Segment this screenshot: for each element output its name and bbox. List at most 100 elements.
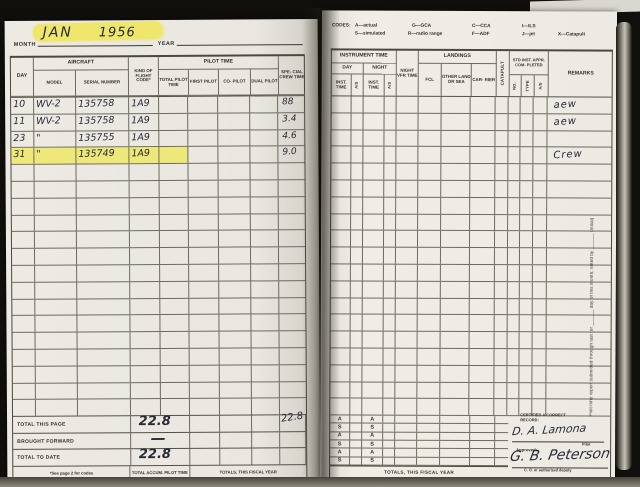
instrument-entry-cell: [508, 181, 521, 198]
instrument-entry-cell: [439, 399, 470, 416]
instrument-entry-cell: [383, 365, 396, 382]
flight-entry-cell: [219, 348, 252, 365]
as-total-cell: [417, 432, 441, 440]
instrument-entry-cell: [395, 281, 418, 298]
as-total-cell: S: [362, 423, 384, 432]
instrument-entry-cell: [440, 348, 471, 365]
instrument-entry-cell: [469, 399, 495, 416]
instrument-entry-cell: [547, 265, 611, 281]
flight-log-totals: TOTAL THIS PAGE 22.8 22.8 BROUGHT FORWAR…: [13, 411, 307, 467]
flight-entry-cell: [12, 366, 36, 383]
total-this-page-value: 22.8: [138, 414, 171, 430]
printed-as-letter: A: [370, 416, 375, 423]
instrument-entry-cell: [330, 314, 351, 331]
instrument-entry-cell: [351, 130, 364, 146]
flight-entry-cell: [190, 365, 221, 382]
flight-entry-cell: [12, 299, 36, 316]
flight-entry-cell: [250, 180, 279, 197]
flight-entry-cell: [77, 399, 131, 416]
instrument-entry-cell: [470, 298, 496, 315]
flight-entry-row: [12, 381, 306, 401]
flight-entry-cell: 135755: [76, 130, 129, 147]
instrument-entry-cell: [330, 247, 351, 264]
flight-entry-row: 31 " 135749 1A9 9.0: [11, 146, 305, 166]
flight-entry-row: [12, 364, 306, 384]
instrument-entry-cell: [383, 298, 396, 315]
flight-entry-cell: [160, 348, 191, 365]
instrument-entry-cell: [547, 299, 611, 315]
instrument-entry-cell: [351, 96, 364, 113]
instrument-entry-cell: [383, 281, 396, 298]
instrument-entry-cell: [495, 130, 509, 147]
instrument-entry-cell: [520, 114, 534, 130]
instrument-entry-cell: [396, 96, 419, 113]
instrument-entry-cell: [330, 297, 351, 314]
flight-entry-cell: [188, 163, 219, 180]
instrument-entry-cell: [519, 298, 534, 315]
flight-entry-cell: [76, 231, 130, 248]
flight-entry-cell: [130, 399, 161, 416]
total-special-crew-value: 22.8: [280, 410, 305, 425]
instrument-entry-cell: [441, 113, 472, 130]
flight-entry-cell: [158, 96, 189, 113]
as-total-cell: A: [362, 432, 384, 440]
as-total-cell: [440, 440, 471, 449]
flight-entry-cell: [129, 231, 160, 248]
brought-forward-value: —: [150, 428, 166, 447]
flight-entry-cell: [251, 264, 280, 281]
as-total-cell: S: [330, 423, 351, 432]
flight-entry-cell: [250, 146, 279, 163]
as-total-cell: S: [362, 457, 384, 465]
instrument-entry-cell: [520, 164, 534, 181]
flight-entry-cell: 1A9: [128, 97, 159, 114]
instrument-entry-cell: [395, 382, 418, 399]
flight-entry-cell: [218, 113, 251, 130]
instrument-entry-cell: [395, 315, 418, 331]
flight-entry-cell: [159, 264, 190, 281]
flight-entry-cell: [34, 198, 77, 215]
flight-entry-cell: [279, 163, 305, 179]
flight-entry-cell: ": [34, 131, 77, 148]
header-pilot-time-group: PILOT TIME: [158, 56, 279, 71]
as-total-cell: [350, 432, 363, 440]
instrument-entry-cell: [508, 97, 521, 114]
instrument-entry-cell: [395, 264, 418, 281]
instrument-entry-cell: [383, 348, 396, 365]
instrument-entry-cell: [532, 315, 547, 332]
header-day: DAY: [10, 57, 35, 97]
as-total-cell: [440, 449, 471, 457]
instrument-entry-cell: [547, 198, 611, 214]
as-total-cell: A: [330, 432, 351, 440]
header-special-crew-time: SPE- CIAL CREW TIME: [278, 56, 306, 96]
flight-entry-cell: WV-2: [33, 97, 76, 114]
instrument-entry-cell: [507, 332, 520, 349]
handwritten-serial: 135758: [77, 114, 115, 127]
instrument-entry-cell: [440, 147, 471, 164]
brought-forward-label: BROUGHT FORWARD: [13, 432, 131, 450]
header-remarks: REMARKS: [567, 70, 594, 77]
instrument-entry-cell: [331, 96, 352, 113]
instrument-entry-cell: [494, 399, 508, 416]
instrument-entry-cell: [533, 181, 548, 198]
handwritten-remark: aew: [553, 98, 578, 112]
instrument-entry-cell: [350, 298, 363, 314]
flight-entry-cell: 31: [11, 148, 35, 165]
flight-entry-cell: [77, 298, 130, 315]
flight-entry-row: 11 WV-2 135758 1A9 3.4: [11, 112, 305, 132]
instrument-entry-cell: [395, 180, 418, 197]
instrument-entry-cell: [362, 214, 384, 231]
code-item: S—simulated: [354, 31, 386, 37]
flight-entry-cell: 135758: [75, 97, 129, 114]
instrument-entry-cell: Crew: [548, 148, 612, 164]
flight-entry-cell: [12, 265, 36, 282]
instrument-entry-cell: [533, 114, 548, 130]
handwritten-special_crew: 88: [282, 97, 294, 108]
flight-entry-cell: [129, 164, 160, 181]
instrument-entry-cell: [416, 399, 440, 416]
as-total-cell: A: [330, 415, 351, 423]
instrument-entry-cell: [508, 197, 521, 214]
instrument-entry-cell: [520, 281, 534, 298]
flight-entry-row: [11, 180, 305, 199]
flight-entry-cell: [158, 130, 189, 147]
flight-entry-cell: [11, 198, 35, 215]
